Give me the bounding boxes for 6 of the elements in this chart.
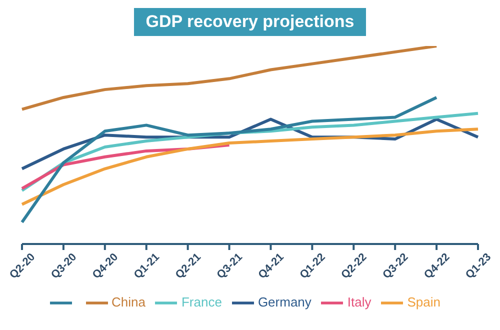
legend-label: Italy	[347, 294, 372, 310]
legend-label: France	[181, 294, 222, 310]
legend-label: Spain	[407, 294, 440, 310]
legend-label: China	[112, 294, 146, 310]
chart-title: GDP recovery projections	[134, 8, 366, 36]
legend-label: Germany	[258, 294, 312, 310]
